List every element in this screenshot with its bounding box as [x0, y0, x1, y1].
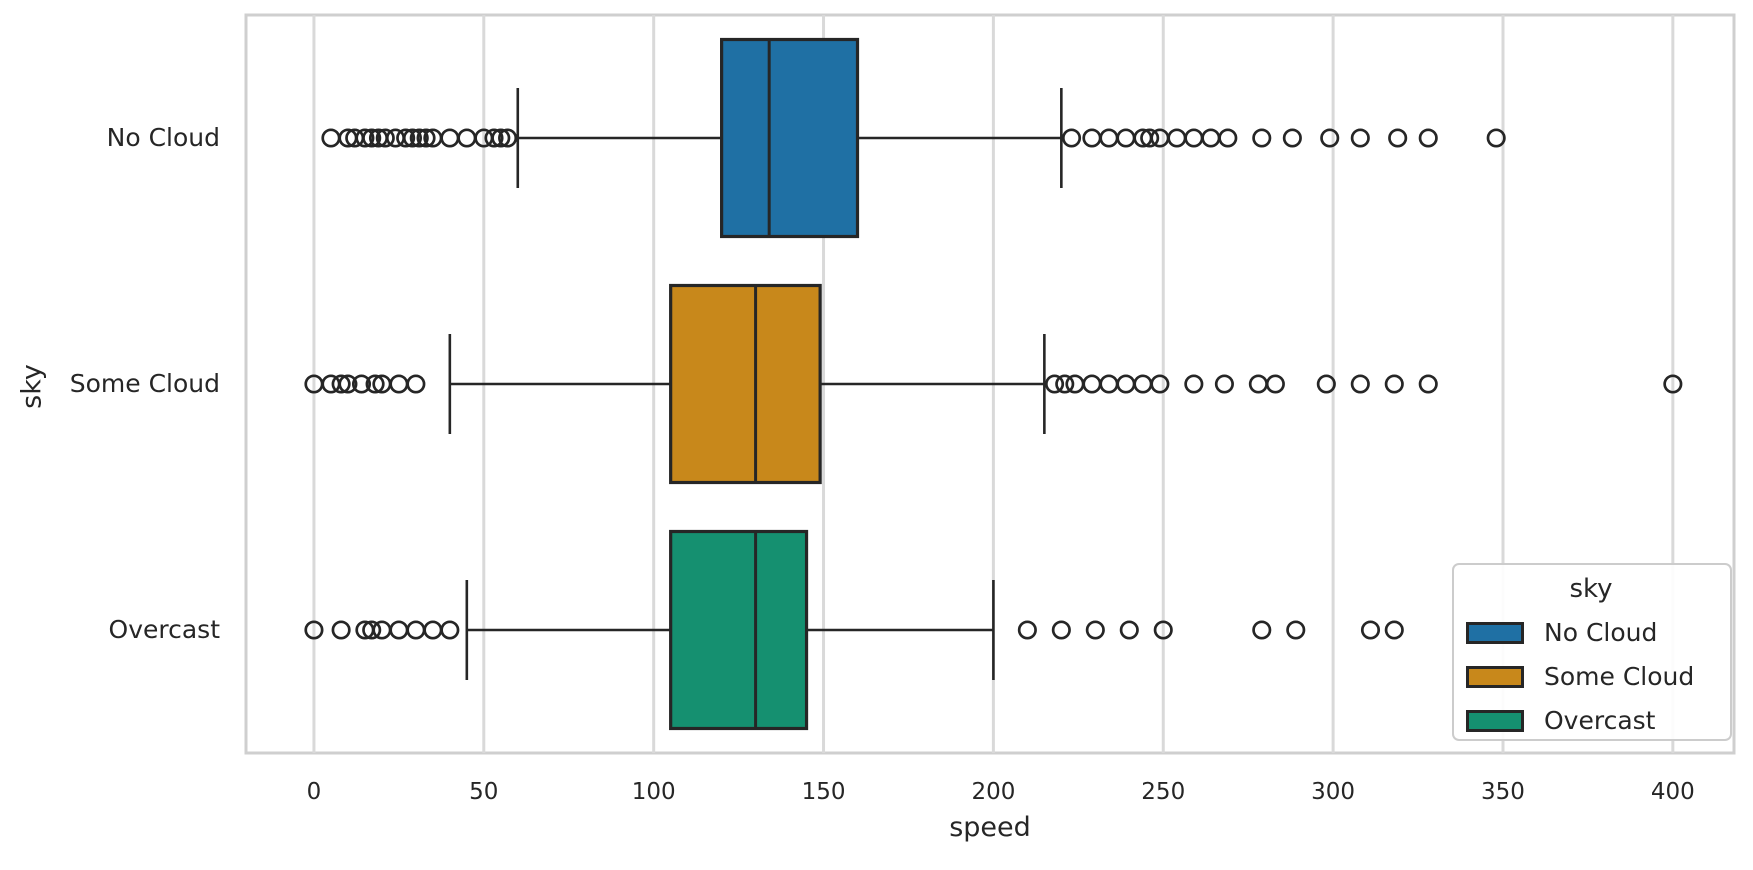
legend-entry-label: No Cloud	[1544, 618, 1658, 647]
outlier-point	[362, 128, 382, 148]
outlier-point	[362, 620, 382, 640]
outlier-point	[1384, 374, 1404, 394]
x-tick-label-0: 0	[306, 779, 322, 805]
outlier-point	[1044, 374, 1065, 394]
outlier-point	[1017, 620, 1037, 640]
outlier-point	[1486, 128, 1506, 148]
outlier-point	[484, 128, 504, 148]
outlier-point	[1055, 374, 1075, 394]
x-tick-label-250: 250	[1141, 779, 1186, 805]
outlier-point	[1350, 128, 1370, 148]
legend-entry-label: Some Cloud	[1544, 662, 1695, 691]
outlier-point	[1320, 128, 1340, 148]
legend: sky No Cloud Some Cloud Overcast	[1452, 563, 1732, 741]
outlier-point	[1153, 620, 1173, 640]
y-axis-label: sky	[16, 364, 48, 409]
outlier-point	[1350, 374, 1370, 394]
outlier-point	[1184, 374, 1204, 394]
outlier-point	[1119, 620, 1139, 640]
outlier-point	[491, 128, 511, 148]
outlier-point	[1360, 620, 1381, 640]
outlier-point	[1150, 374, 1170, 394]
outlier-point	[375, 128, 395, 148]
category-label-some-cloud: Some Cloud	[69, 369, 220, 398]
outlier-point	[331, 620, 351, 640]
legend-title: sky	[1569, 574, 1613, 604]
outlier-point	[1316, 374, 1336, 394]
box-no-cloud	[720, 37, 860, 239]
x-tick-label-400: 400	[1650, 779, 1695, 805]
outlier-point	[1663, 374, 1683, 394]
outlier-point	[1085, 620, 1105, 640]
x-tick-label-150: 150	[801, 779, 846, 805]
legend-entry-overcast: Overcast	[1466, 699, 1716, 743]
outlier-point	[402, 128, 423, 148]
outlier-point	[1418, 128, 1438, 148]
x-tick-label-350: 350	[1481, 779, 1525, 805]
outlier-point	[498, 128, 518, 148]
x-tick-label-300: 300	[1311, 779, 1356, 805]
outlier-point	[1252, 128, 1272, 148]
legend-entries: No Cloud Some Cloud Overcast	[1466, 611, 1716, 743]
outlier-point	[1388, 128, 1408, 148]
outlier-point	[440, 620, 460, 640]
outlier-point	[1051, 620, 1071, 640]
legend-swatch	[1466, 666, 1524, 688]
category-label-overcast: Overcast	[108, 615, 220, 644]
outlier-point	[1252, 620, 1272, 640]
legend-entry-label: Overcast	[1544, 706, 1656, 735]
legend-entry-no-cloud: No Cloud	[1466, 611, 1716, 655]
outlier-point	[355, 128, 375, 148]
outlier-point	[351, 374, 372, 394]
x-tick-label-200: 200	[971, 779, 1016, 805]
outlier-point	[409, 128, 429, 148]
outlier-point	[416, 128, 436, 148]
outlier-point	[338, 374, 358, 394]
outlier-point	[1140, 128, 1160, 148]
outlier-point	[396, 128, 416, 148]
outlier-point	[365, 374, 385, 394]
outlier-point	[1265, 374, 1285, 394]
legend-swatch	[1466, 622, 1524, 644]
outlier-point	[1218, 128, 1238, 148]
outlier-point	[1384, 620, 1404, 640]
legend-swatch	[1466, 710, 1524, 732]
box-overcast	[669, 529, 809, 731]
outlier-point	[1214, 374, 1234, 394]
outlier-point	[406, 374, 426, 394]
x-axis-label: speed	[949, 812, 1031, 843]
x-tick-label-100: 100	[631, 779, 676, 805]
outlier-point	[1061, 128, 1082, 148]
outlier-point	[1286, 620, 1306, 640]
legend-entry-some-cloud: Some Cloud	[1466, 655, 1716, 699]
box-some-cloud	[669, 283, 822, 485]
category-label-no-cloud: No Cloud	[106, 123, 220, 152]
x-tick-label-50: 50	[469, 779, 499, 805]
outlier-point	[1282, 128, 1302, 148]
outlier-point	[331, 374, 351, 394]
outlier-point	[304, 620, 324, 640]
outlier-point	[1418, 374, 1438, 394]
